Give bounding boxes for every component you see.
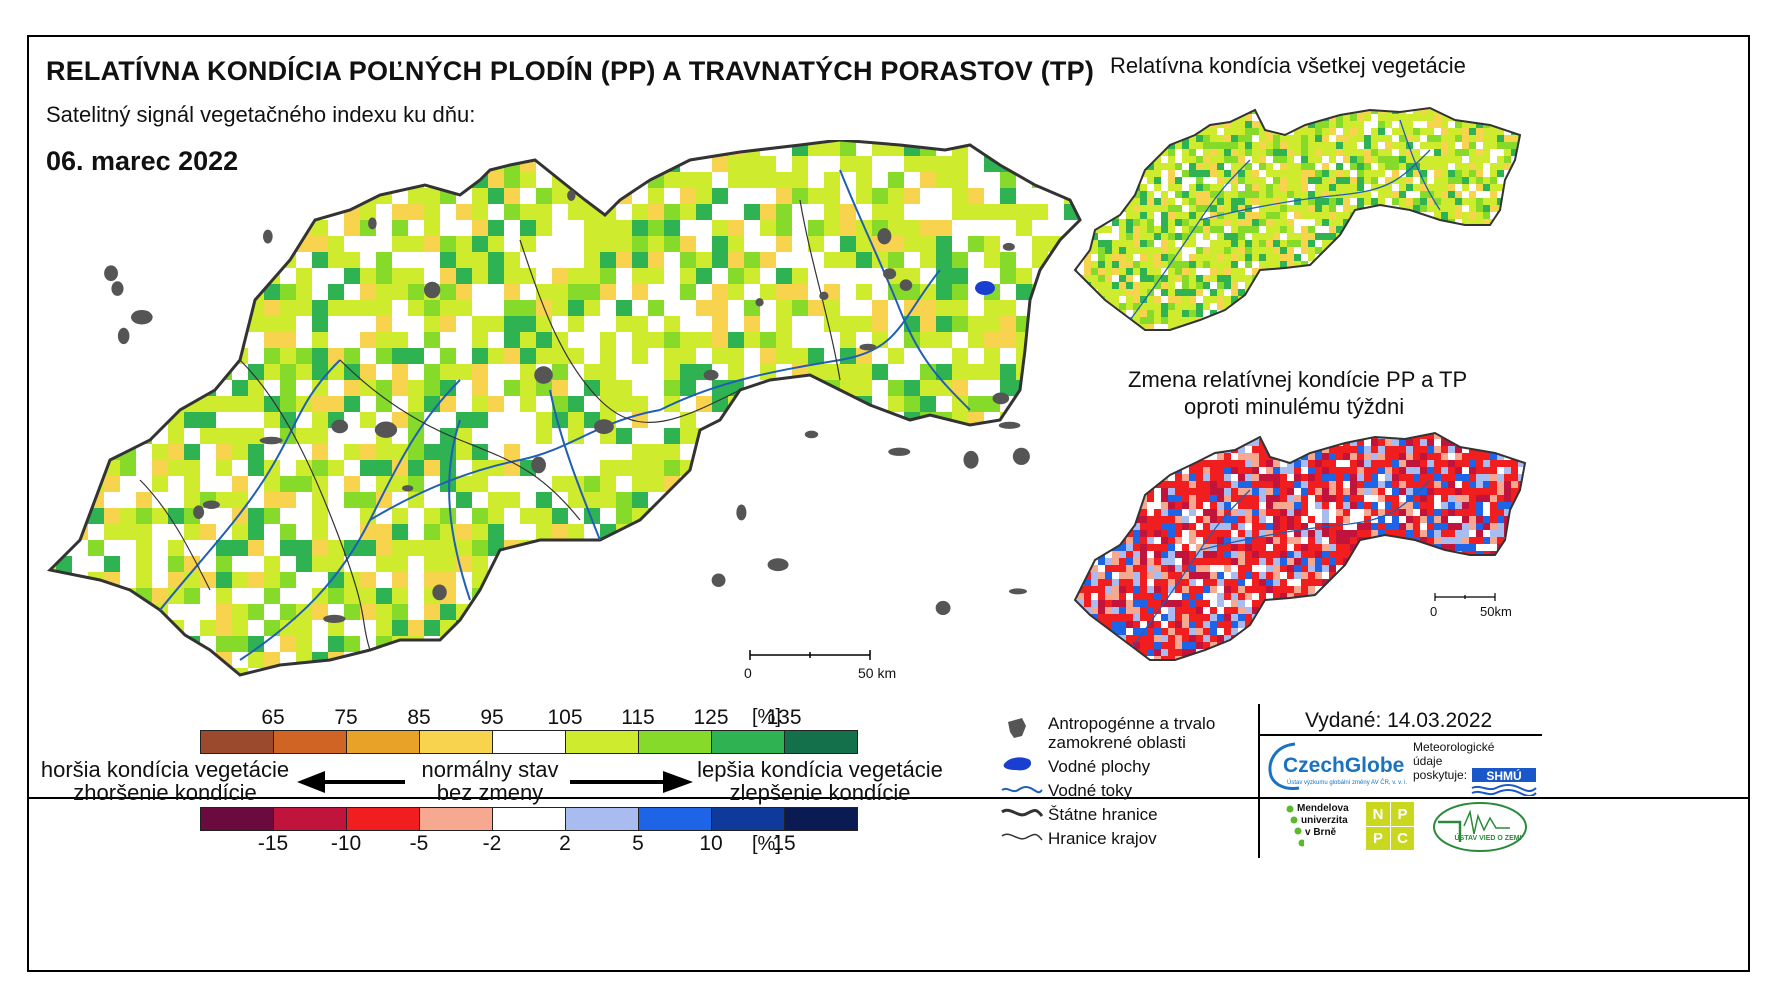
shmu-logo: SHMÚ [1471,768,1537,796]
scale-tick-label: 10 [699,832,723,855]
scale-tick-label: 5 [632,832,644,855]
improvement-label: zlepšenie kondície [729,780,911,805]
scale-tick-label: -2 [482,832,502,855]
scale-tick-label: 105 [547,706,583,729]
scale-swatch [565,730,639,754]
symbol-river-label: Vodné toky [1048,781,1133,800]
scale-swatch [784,807,858,831]
main-scale-bar [749,650,871,660]
river-icon [1001,786,1043,794]
page-subtitle: Satelitný signál vegetačného indexu ku d… [46,102,476,127]
legend-panel [27,797,1750,972]
scale-swatch [200,730,274,754]
nppc-logo: N P P C [1366,802,1414,850]
scale-tick-label: 85 [407,706,431,729]
condition-change-inset [1074,432,1526,661]
scale-swatch [711,807,785,831]
main-scale-start: 0 [744,665,752,681]
water-body-icon [1003,757,1032,771]
scale-swatch [638,730,712,754]
czechglobe-subtitle: Ústav výzkumu globální změny AV ČR, v. v… [1287,780,1408,786]
meteo-provider-text: Meteorologické údaje poskytuje: [1413,740,1495,782]
symbol-state-border-label: Štátne hranice [1048,805,1158,824]
page-title: RELATÍVNA KONDÍCIA POĽNÝCH PLODÍN (PP) A… [46,56,1095,86]
scale-swatch [492,730,566,754]
worsening-label: zhoršenie kondície [73,780,257,805]
scale-swatch [419,807,493,831]
inset-scale-start: 0 [1430,604,1438,619]
mendel-university-logo: Mendelova univerzita v Brně [1297,803,1349,838]
scale-swatch [711,730,785,754]
main-scale-end: 50 km [858,665,897,681]
water-body-domasa [975,281,995,295]
right-arrow-icon [570,771,693,793]
page-date: 06. marec 2022 [46,146,239,176]
scale-swatch [346,730,420,754]
change-scale-unit: [%] [752,833,781,855]
scale-swatch [419,730,493,754]
uvz-logo: ÚSTAV VIED O ZEMI [1433,802,1527,852]
scale-swatch [273,807,347,831]
left-arrow-icon [297,771,405,793]
scale-tick-label: 75 [334,706,358,729]
better-condition-label: lepšia kondícia vegetácie [697,757,943,782]
czechglobe-logo: CzechGlobe [1283,754,1405,777]
scale-tick-label: 95 [480,706,504,729]
publisher-divider [1258,704,1260,858]
normal-state-label: normálny stav [421,757,559,782]
worse-condition-label: horšia kondícia vegetácie [40,757,290,782]
bottom-inset-title-1: Zmena relatívnej kondície PP a TP [1128,367,1468,392]
symbol-water-label: Vodné plochy [1048,757,1151,776]
scale-tick-label: 135 [766,706,802,729]
scale-swatch [273,730,347,754]
vegetation-condition-inset [1074,107,1521,331]
scale-tick-label: -10 [330,832,362,855]
scale-tick-label: 2 [559,832,571,855]
publisher-line [1258,734,1542,736]
czechglobe-arc-icon [1268,742,1300,790]
scale-tick-label: -15 [257,832,289,855]
bottom-inset-title-2: oproti minulému týždni [1184,394,1405,419]
symbol-legend-icons [1001,718,1044,841]
legend-arrows [297,771,693,793]
symbol-urban-label: Antropogénne a trvalo zamokrené oblasti [1048,714,1216,752]
condition-color-scale [200,730,858,754]
symbol-region-border-label: Hranice krajov [1048,829,1157,848]
inset-scale-end: 50km [1480,604,1512,619]
condition-scale-unit: [%] [752,706,781,728]
scale-swatch [784,730,858,754]
issued-date: Vydané: 14.03.2022 [1305,709,1493,732]
top-inset-title: Relatívna kondícia všetkej vegetácie [1110,53,1466,78]
state-border-icon [1001,808,1044,817]
mendel-dots-icon [1286,805,1304,847]
main-condition-map [48,140,1082,677]
scale-swatch [346,807,420,831]
scale-swatch [565,807,639,831]
change-color-scale [200,807,858,831]
scale-swatch [638,807,712,831]
scale-tick-label: 125 [693,706,729,729]
scale-tick-label: -5 [409,832,429,855]
scale-tick-label: 115 [621,706,655,729]
scale-swatch [200,807,274,831]
scale-tick-label: 15 [772,832,796,855]
region-border-icon [1001,833,1043,841]
scale-swatch [492,807,566,831]
inset-scale-bar [1434,593,1496,601]
scale-tick-label: 65 [261,706,285,729]
urban-area-icon [1008,718,1026,738]
no-change-label: bez zmeny [436,780,544,805]
